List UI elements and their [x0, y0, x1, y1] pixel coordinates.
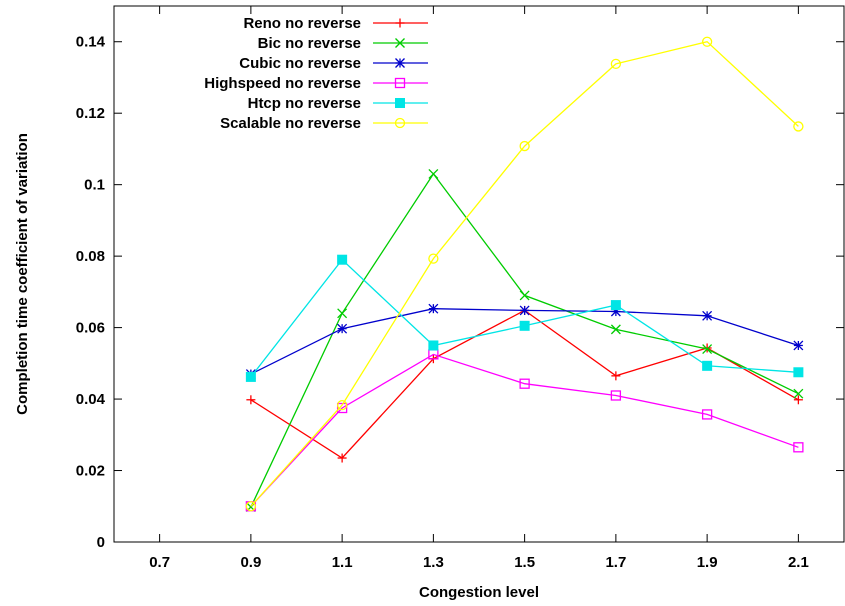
- legend-marker: [394, 77, 406, 89]
- data-point: [519, 290, 530, 301]
- data-point: [519, 305, 530, 316]
- data-point: [245, 501, 257, 512]
- legend-label: Highspeed no reverse: [204, 75, 361, 92]
- data-point: [610, 390, 622, 401]
- data-point: [702, 344, 713, 354]
- legend-item: Scalable no reverse: [220, 115, 428, 132]
- data-point: [336, 399, 348, 411]
- legend-label: Cubic no reverse: [239, 55, 361, 72]
- legend-item: Reno no reverse: [243, 15, 428, 32]
- x-tick-label: 1.5: [514, 554, 535, 571]
- x-axis-title: Congestion level: [419, 584, 539, 601]
- series-4: [245, 254, 804, 382]
- legend-label: Htcp no reverse: [248, 95, 361, 112]
- data-point: [610, 58, 622, 70]
- data-point: [337, 254, 348, 265]
- data-point: [519, 320, 530, 331]
- series-5: [245, 36, 804, 512]
- y-tick-label: 0.06: [76, 320, 105, 337]
- data-point: [701, 36, 713, 47]
- series-line: [250, 353, 799, 507]
- x-tick-label: 1.1: [332, 554, 353, 571]
- data-point: [793, 395, 803, 405]
- legend-label: Scalable no reverse: [220, 115, 361, 132]
- data-point: [611, 371, 621, 381]
- legend-item: Highspeed no reverse: [204, 75, 428, 92]
- data-point: [428, 303, 439, 314]
- data-point: [428, 168, 439, 179]
- legend-marker: [395, 18, 405, 28]
- data-point: [793, 121, 804, 132]
- series-1: [245, 168, 804, 512]
- data-point: [793, 388, 804, 399]
- x-tick-label: 1.7: [605, 554, 626, 571]
- series-line: [250, 172, 799, 508]
- data-point: [793, 442, 804, 453]
- series-3: [245, 349, 804, 512]
- data-point: [610, 300, 621, 311]
- series-layer: [245, 36, 804, 512]
- legend-label: Bic no reverse: [258, 35, 361, 52]
- x-tick-label: 1.9: [697, 554, 718, 571]
- legend-item: Bic no reverse: [258, 35, 428, 52]
- data-point: [701, 409, 713, 420]
- legend-marker: [394, 117, 406, 129]
- data-point: [245, 371, 256, 382]
- data-point: [793, 367, 804, 378]
- legend-marker: [395, 58, 405, 68]
- legend-item: Htcp no reverse: [248, 95, 428, 112]
- legend-label: Reno no reverse: [243, 15, 361, 32]
- legend-item: Cubic no reverse: [239, 55, 428, 72]
- data-point: [428, 340, 439, 351]
- x-tick-label: 1.3: [423, 554, 444, 571]
- y-tick-label: 0.14: [76, 34, 106, 51]
- data-point: [610, 324, 621, 335]
- legend-marker: [395, 38, 405, 48]
- data-point: [337, 453, 347, 463]
- x-tick-label: 0.7: [149, 554, 170, 571]
- data-point: [337, 308, 348, 319]
- data-point: [246, 395, 256, 405]
- series-2: [245, 303, 804, 380]
- data-point: [428, 253, 439, 264]
- y-tick-label: 0.04: [76, 391, 106, 408]
- y-tick-label: 0.02: [76, 463, 105, 480]
- y-tick-label: 0.08: [76, 248, 105, 265]
- data-point: [793, 340, 804, 351]
- data-point: [519, 140, 530, 152]
- data-point: [702, 360, 713, 371]
- data-point: [336, 402, 348, 414]
- series-line: [250, 40, 799, 507]
- y-tick-label: 0.12: [76, 105, 105, 122]
- x-tick-label: 2.1: [788, 554, 809, 571]
- y-tick-label: 0.1: [84, 177, 105, 194]
- legend-marker: [395, 98, 405, 108]
- plot-frame: [113, 5, 845, 543]
- legend: Reno no reverse Bic no reverse Cubic no re…: [204, 15, 428, 132]
- data-point: [519, 378, 530, 389]
- x-tick-label: 0.9: [240, 554, 261, 571]
- series-line: [250, 308, 799, 375]
- axes: 0.7 0.9 1.1 1.3 1.5 1.7 1.9 2.1 0 0.02 0.04 0.06 0.0…: [76, 6, 844, 571]
- data-point: [702, 310, 713, 321]
- y-axis-title: Completion time coefficient of variation: [14, 133, 31, 415]
- y-tick-label: 0: [97, 534, 105, 551]
- data-point: [337, 323, 348, 334]
